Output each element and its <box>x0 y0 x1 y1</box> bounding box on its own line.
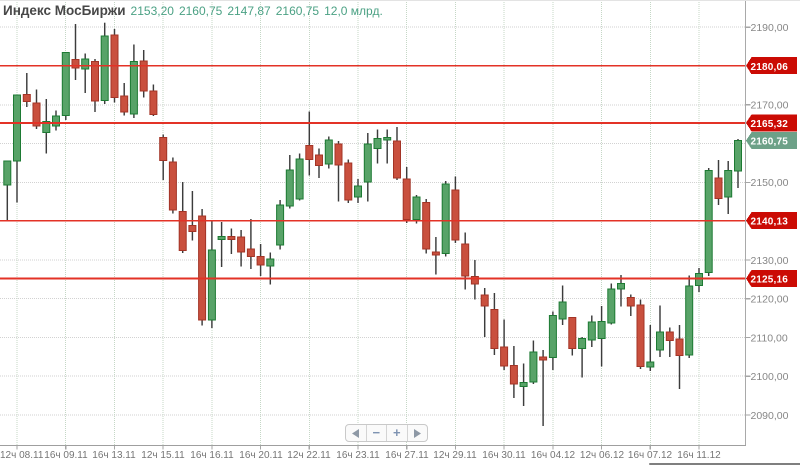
svg-text:2090,00: 2090,00 <box>751 410 789 422</box>
svg-text:2150,00: 2150,00 <box>751 177 789 189</box>
svg-text:2170,00: 2170,00 <box>751 100 789 112</box>
svg-text:2160,75: 2160,75 <box>751 137 789 148</box>
svg-text:2180,06: 2180,06 <box>751 62 789 73</box>
svg-text:2130,00: 2130,00 <box>751 255 789 267</box>
svg-text:2120,00: 2120,00 <box>751 294 789 306</box>
svg-text:2140,13: 2140,13 <box>751 217 789 228</box>
svg-text:2190,00: 2190,00 <box>751 22 789 34</box>
svg-text:2110,00: 2110,00 <box>751 332 788 344</box>
svg-text:2125,16: 2125,16 <box>751 275 789 286</box>
svg-text:2165,32: 2165,32 <box>751 119 789 130</box>
svg-text:2100,00: 2100,00 <box>751 371 789 383</box>
